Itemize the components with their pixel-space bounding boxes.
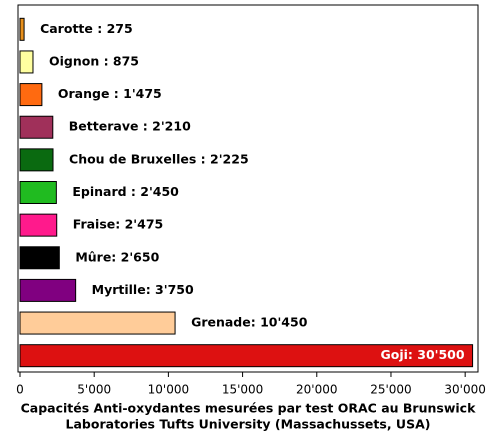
data-label: Betterave : 2'210 [69, 119, 191, 134]
x-tick-label: 5'000 [77, 383, 111, 397]
data-label: Orange : 1'475 [58, 86, 162, 101]
bar [19, 17, 25, 41]
x-tick-label: 15'000 [222, 383, 263, 397]
data-label: Goji: 30'500 [380, 347, 464, 362]
chart-title: Laboratories Tufts University (Massachus… [66, 417, 431, 432]
bar [19, 148, 54, 172]
data-label: Carotte : 275 [40, 21, 133, 36]
data-label: Fraise: 2'475 [73, 217, 164, 232]
chart-title: Capacités Anti-oxydantes mesurées par te… [21, 401, 476, 416]
bar [19, 278, 77, 302]
bar [19, 246, 60, 270]
bar [19, 213, 58, 237]
bar [19, 83, 43, 107]
x-tick-label: 20'000 [296, 383, 337, 397]
bar [19, 115, 54, 139]
data-label: Epinard : 2'450 [72, 184, 179, 199]
x-tick-label: 30'000 [444, 383, 485, 397]
bar [19, 311, 176, 335]
x-tick-label: 25'000 [370, 383, 411, 397]
bar [19, 50, 34, 74]
plot-frame [17, 4, 479, 373]
data-label: Grenade: 10'450 [191, 315, 308, 330]
bar [19, 181, 57, 204]
data-label: Mûre: 2'650 [75, 249, 159, 264]
data-label: Chou de Bruxelles : 2'225 [69, 151, 249, 166]
x-tick-label: 0 [16, 383, 24, 397]
bar [19, 344, 474, 368]
data-label: Myrtille: 3'750 [92, 282, 194, 297]
x-tick-label: 10'000 [148, 383, 189, 397]
data-label: Oignon : 875 [49, 53, 139, 68]
